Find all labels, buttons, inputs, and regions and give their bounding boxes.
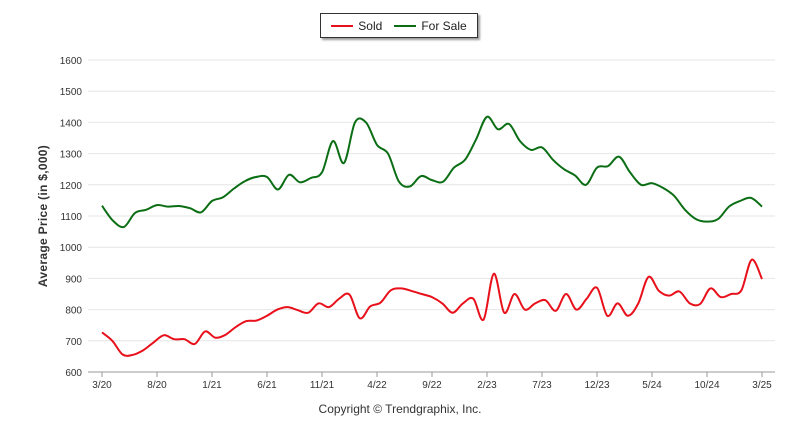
y-tick-label: 1600 [60, 56, 83, 67]
x-tick-label: 2/23 [477, 380, 497, 391]
legend-label-sold: Sold [358, 18, 383, 33]
y-tick-label: 1100 [60, 212, 82, 223]
y-tick-label: 600 [65, 368, 82, 379]
y-tick-label: 1200 [60, 181, 83, 192]
y-tick-label: 800 [65, 306, 82, 317]
x-tick-label: 3/20 [92, 380, 112, 391]
y-tick-label: 700 [65, 337, 82, 348]
y-tick-label: 1400 [60, 118, 83, 129]
series-line-for-sale [101, 115, 763, 229]
x-tick-label: 11/21 [310, 380, 335, 391]
for-sale-swatch [394, 24, 417, 27]
x-tick-label: 8/20 [147, 380, 167, 391]
x-tick-label: 10/24 [694, 380, 719, 391]
legend: Sold For Sale [320, 13, 478, 38]
x-tick-label: 12/23 [584, 380, 609, 391]
y-tick-label: 1000 [60, 243, 83, 254]
legend-item-for-sale[interactable]: For Sale [394, 18, 467, 33]
copyright-text: Copyright © Trendgraphix, Inc. [318, 402, 482, 416]
y-tick-label: 900 [65, 274, 82, 285]
x-tick-label: 6/21 [257, 380, 277, 391]
x-tick-label: 4/22 [367, 380, 387, 391]
y-tick-label: 1500 [60, 87, 83, 98]
x-tick-label: 5/24 [642, 380, 662, 391]
x-tick-label: 1/21 [202, 380, 222, 391]
x-tick-label: 7/23 [532, 380, 552, 391]
legend-item-sold[interactable]: Sold [331, 19, 382, 33]
legend-label-for-sale: For Sale [421, 18, 467, 33]
sold-swatch [331, 24, 354, 27]
x-tick-label: 9/22 [422, 380, 442, 391]
y-tick-label: 1300 [60, 150, 83, 161]
series-line-sold [101, 258, 763, 357]
y-axis-label: Average Price (in $,000) [36, 144, 50, 288]
x-tick-label: 3/25 [752, 380, 772, 391]
